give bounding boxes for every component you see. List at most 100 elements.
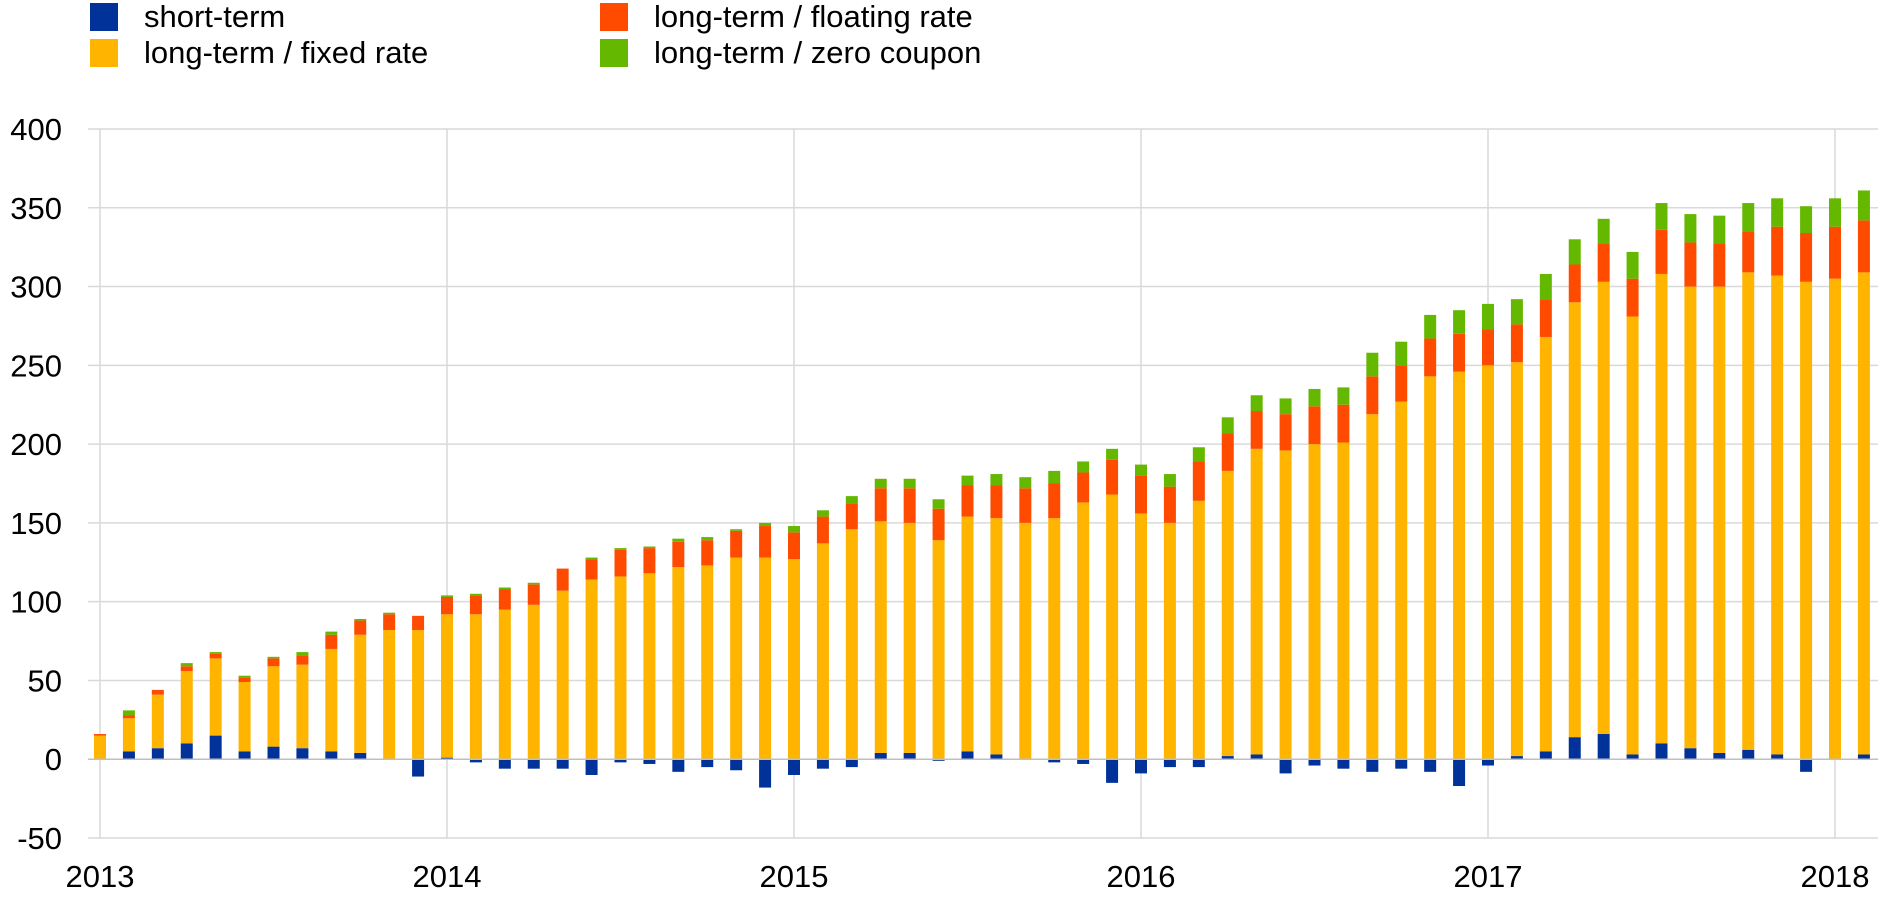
legend-swatch-short-term xyxy=(90,3,118,31)
bar-segment-long-term-fixed-rate-2014-08 xyxy=(643,573,656,760)
bar-segment-long-term-floating-rate-2013-12 xyxy=(412,615,425,631)
y-tick-label: 0 xyxy=(45,742,62,777)
bar-segment-long-term-zero-coupon-2015-05 xyxy=(903,478,916,489)
bar-segment-short-term-2015-08 xyxy=(990,754,1003,760)
bar-segment-short-term-2017-11 xyxy=(1771,754,1784,760)
bar-segment-short-term-2016-08 xyxy=(1337,759,1350,769)
bar-segment-long-term-floating-rate-2014-04 xyxy=(527,584,540,605)
bar-segment-long-term-fixed-rate-2015-03 xyxy=(845,529,858,760)
bar-segment-short-term-2014-03 xyxy=(498,759,511,769)
bar-segment-long-term-fixed-rate-2013-09 xyxy=(325,648,338,752)
bar-segment-long-term-fixed-rate-2015-07 xyxy=(961,516,974,752)
legend-label-short-term: short-term xyxy=(144,0,286,34)
bar-segment-short-term-2015-04 xyxy=(874,752,887,760)
bar-segment-long-term-floating-rate-2015-05 xyxy=(903,488,916,523)
bar-segment-short-term-2017-07 xyxy=(1655,743,1668,760)
bar-segment-long-term-zero-coupon-2015-12 xyxy=(1106,448,1119,460)
bar-segment-long-term-floating-rate-2018-02 xyxy=(1857,220,1870,273)
bar-segment-long-term-fixed-rate-2016-02 xyxy=(1163,522,1176,760)
bar-segment-long-term-floating-rate-2015-08 xyxy=(990,485,1003,519)
bar-segment-long-term-floating-rate-2013-11 xyxy=(383,614,396,631)
bar-segment-long-term-zero-coupon-2017-11 xyxy=(1771,198,1784,227)
bar-segment-long-term-zero-coupon-2016-02 xyxy=(1163,474,1176,487)
bar-segment-long-term-floating-rate-2014-09 xyxy=(672,541,685,568)
bar-segment-long-term-fixed-rate-2015-10 xyxy=(1048,518,1061,760)
bar-segment-long-term-zero-coupon-2014-08 xyxy=(643,546,656,549)
bar-segment-long-term-fixed-rate-2016-01 xyxy=(1135,513,1147,760)
bar-segment-short-term-2014-06 xyxy=(585,759,598,775)
bar-segment-long-term-zero-coupon-2016-12 xyxy=(1453,310,1466,334)
bar-segment-long-term-fixed-rate-2016-06 xyxy=(1279,450,1292,760)
bar-segment-short-term-2017-10 xyxy=(1742,749,1755,760)
bar-segment-long-term-floating-rate-2014-05 xyxy=(556,568,569,591)
bar-segment-long-term-fixed-rate-2016-11 xyxy=(1424,376,1437,760)
bar-segment-long-term-zero-coupon-2014-12 xyxy=(759,522,772,527)
bar-segment-short-term-2014-02 xyxy=(469,759,482,763)
bar-segment-short-term-2013-08 xyxy=(296,748,309,760)
bar-segment-long-term-zero-coupon-2018-01 xyxy=(1829,198,1841,227)
bar-segment-long-term-floating-rate-2015-03 xyxy=(845,503,858,530)
bar-segment-long-term-floating-rate-2017-07 xyxy=(1655,229,1668,274)
bar-segment-long-term-floating-rate-2017-11 xyxy=(1771,226,1784,276)
bar-segment-long-term-fixed-rate-2016-04 xyxy=(1221,470,1234,757)
bar-segment-long-term-zero-coupon-2017-01 xyxy=(1482,303,1494,330)
x-tick-label: 2016 xyxy=(1107,859,1176,894)
y-tick-label: 300 xyxy=(10,270,62,305)
y-tick-label: 100 xyxy=(10,585,62,620)
bar-segment-long-term-zero-coupon-2017-03 xyxy=(1539,273,1552,300)
bar-segment-long-term-fixed-rate-2015-02 xyxy=(816,543,829,760)
bar-segment-short-term-2015-05 xyxy=(903,752,916,760)
bar-segment-long-term-fixed-rate-2015-12 xyxy=(1106,494,1119,760)
bar-segment-long-term-fixed-rate-2013-04 xyxy=(180,670,193,744)
bar-segment-long-term-zero-coupon-2016-01 xyxy=(1135,464,1147,476)
bar-segment-long-term-floating-rate-2015-11 xyxy=(1077,472,1090,503)
bar-segment-long-term-zero-coupon-2016-10 xyxy=(1395,341,1408,366)
bar-segment-long-term-floating-rate-2014-01 xyxy=(441,596,453,615)
bar-segment-long-term-floating-rate-2014-03 xyxy=(498,589,511,610)
bar-segment-long-term-fixed-rate-2016-09 xyxy=(1366,414,1379,760)
bar-segment-long-term-fixed-rate-2014-11 xyxy=(730,557,743,760)
bar-segment-long-term-zero-coupon-2013-08 xyxy=(296,652,309,656)
bar-segment-short-term-2017-04 xyxy=(1568,737,1581,760)
bar-segment-long-term-floating-rate-2015-07 xyxy=(961,485,974,517)
y-tick-label: 200 xyxy=(10,427,62,462)
bar-segment-long-term-floating-rate-2016-05 xyxy=(1250,411,1263,449)
bar-segment-long-term-fixed-rate-2014-01 xyxy=(441,614,453,758)
y-tick-label: 400 xyxy=(10,112,62,147)
bar-segment-long-term-fixed-rate-2016-05 xyxy=(1250,448,1263,755)
bar-segment-long-term-fixed-rate-2017-01 xyxy=(1482,365,1494,760)
bar-segment-short-term-2014-12 xyxy=(759,759,772,788)
legend-item-long-term-zero-coupon: long-term / zero coupon xyxy=(600,35,981,70)
bar-segment-long-term-floating-rate-2017-10 xyxy=(1742,231,1755,273)
bar-segment-long-term-zero-coupon-2014-04 xyxy=(527,582,540,585)
bar-segment-long-term-fixed-rate-2017-12 xyxy=(1800,281,1813,760)
bar-segment-short-term-2013-03 xyxy=(151,748,164,760)
bar-segment-long-term-floating-rate-2017-04 xyxy=(1568,264,1581,303)
legend-label-long-term-fixed-rate: long-term / fixed rate xyxy=(144,35,429,70)
bars-layer xyxy=(94,190,1870,788)
bar-segment-short-term-2017-09 xyxy=(1713,752,1726,760)
bar-segment-short-term-2017-01 xyxy=(1482,759,1494,766)
x-tick-label: 2015 xyxy=(760,859,829,894)
bar-segment-short-term-2018-02 xyxy=(1857,754,1870,760)
bar-segment-long-term-zero-coupon-2018-02 xyxy=(1857,190,1870,221)
bar-segment-long-term-zero-coupon-2016-07 xyxy=(1308,388,1321,407)
bar-segment-long-term-fixed-rate-2017-02 xyxy=(1510,362,1523,757)
bar-segment-long-term-zero-coupon-2017-10 xyxy=(1742,203,1755,232)
bar-segment-long-term-fixed-rate-2014-10 xyxy=(701,565,714,760)
bar-segment-long-term-fixed-rate-2013-02 xyxy=(122,718,135,752)
bar-segment-short-term-2014-04 xyxy=(527,759,540,769)
bar-segment-short-term-2016-09 xyxy=(1366,759,1379,772)
bar-segment-short-term-2016-11 xyxy=(1424,759,1437,772)
bar-segment-short-term-2015-03 xyxy=(845,759,858,768)
bar-segment-long-term-fixed-rate-2017-08 xyxy=(1684,286,1697,749)
bar-segment-long-term-zero-coupon-2017-12 xyxy=(1800,206,1813,233)
bar-segment-short-term-2017-08 xyxy=(1684,748,1697,760)
legend-item-long-term-floating-rate: long-term / floating rate xyxy=(600,0,973,34)
bar-segment-long-term-zero-coupon-2015-10 xyxy=(1048,470,1061,484)
bar-segment-long-term-fixed-rate-2014-06 xyxy=(585,579,598,760)
bar-segment-long-term-floating-rate-2015-10 xyxy=(1048,483,1061,519)
bar-segment-long-term-zero-coupon-2015-02 xyxy=(816,510,829,517)
bar-segment-short-term-2016-04 xyxy=(1221,756,1234,760)
bar-segment-short-term-2014-07 xyxy=(614,759,627,763)
